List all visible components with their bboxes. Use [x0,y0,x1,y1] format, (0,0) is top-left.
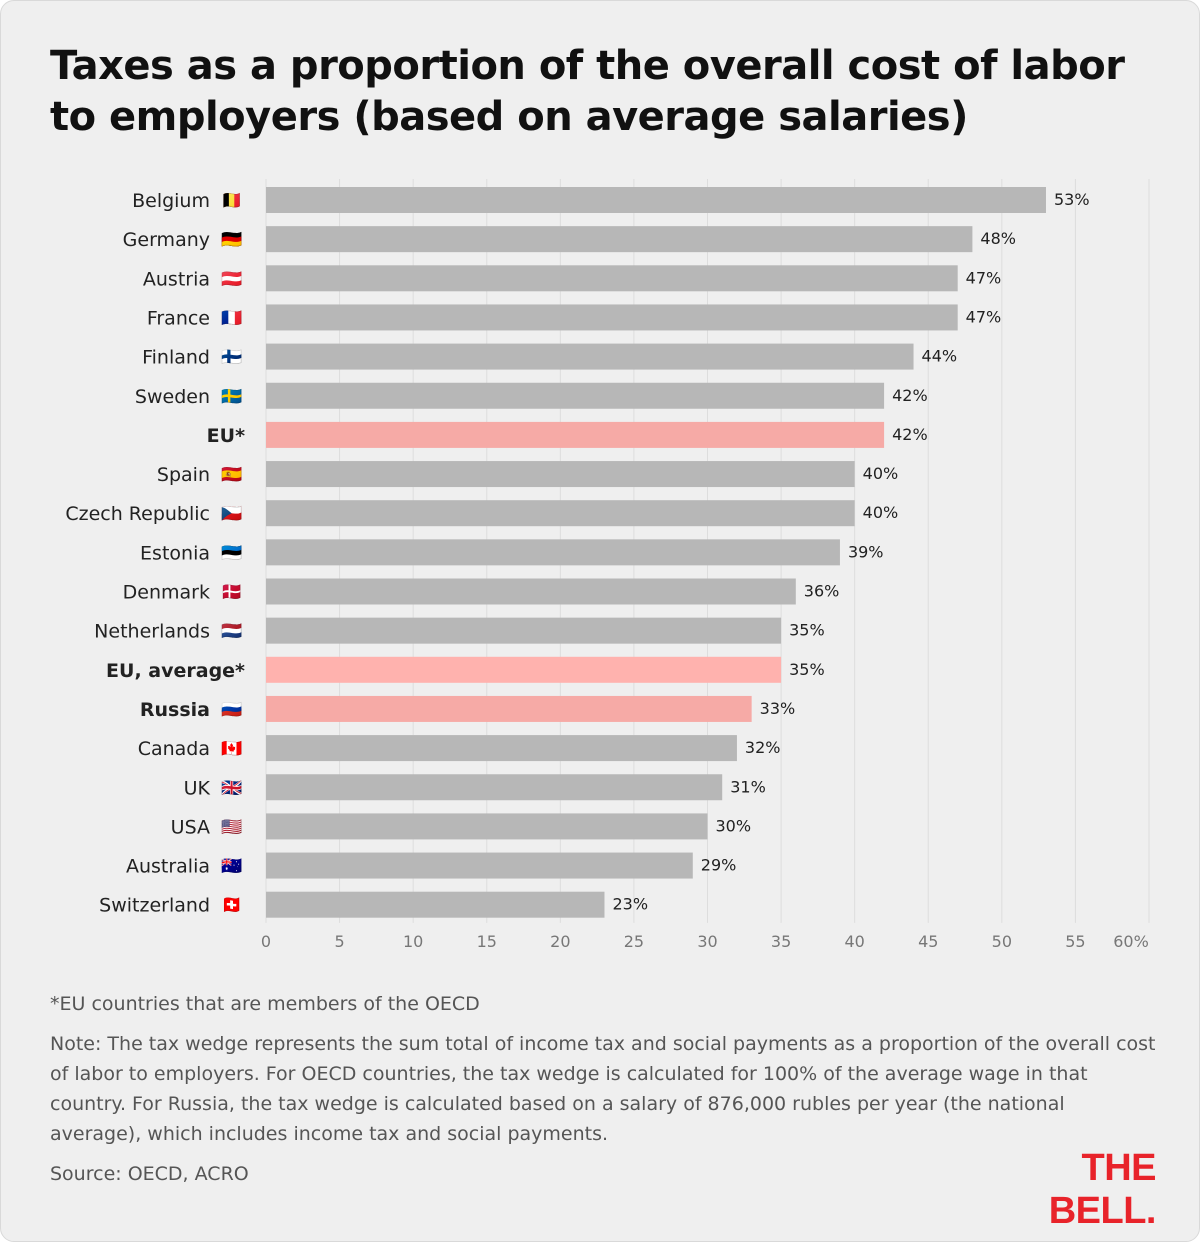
data-label: 35% [789,660,825,679]
data-label: 53% [1054,190,1090,209]
category-label: UK [184,777,211,799]
category-label: Netherlands [94,621,210,643]
category-label: Estonia [140,542,210,564]
flag-icon: 🇪🇪 [221,543,242,563]
bar [266,774,723,801]
bar [266,343,914,370]
data-label: 44% [922,347,958,366]
bar [266,226,973,253]
data-label: 39% [848,542,884,561]
flag-icon: 🇫🇷 [221,308,242,328]
x-tick-label: 55 [1065,932,1085,951]
bar [266,421,885,448]
category-label: France [147,307,210,329]
bar [266,187,1046,213]
category-label: EU, average* [106,660,245,682]
flag-icon: 🇷🇺 [221,700,242,720]
bar [266,617,782,644]
category-label: Finland [142,347,210,369]
bar [266,695,752,722]
flag-icon: 🇩🇰 [221,582,242,603]
x-tick-label: 50 [992,932,1012,951]
x-tick-label: 25 [624,932,644,951]
footnote: *EU countries that are members of the OE… [50,993,480,1015]
category-label: Czech Republic [65,503,210,525]
bar [266,265,958,292]
data-label: 47% [966,307,1002,326]
x-tick-label: 0 [261,932,271,951]
category-label: Australia [126,856,210,878]
data-label: 42% [892,386,928,405]
data-label: 42% [892,425,928,444]
bar [266,852,693,879]
flag-icon: 🇸🇪 [221,387,242,407]
category-label: Belgium [132,190,210,212]
category-label: Denmark [123,582,210,604]
x-tick-label: 60% [1113,932,1149,951]
flag-icon: 🇨🇭 [221,895,242,916]
x-tick-label: 10 [403,932,423,951]
x-tick-label: 45 [918,932,938,951]
category-label: Russia [140,699,210,721]
methodology-note: Note: The tax wedge represents the sum t… [50,1033,1156,1145]
bar [266,461,855,488]
bar-chart: 0 5 10 15 20 25 30 35 40 45 50 55 60% 53% Belgium 🇧🇪 48%… [65,179,1150,951]
bar [266,382,885,409]
bar [266,578,796,605]
flag-icon: 🇨🇦 [221,739,242,759]
bar [266,500,855,527]
data-label: 32% [745,738,781,757]
data-label: 30% [716,816,752,835]
category-label: Spain [157,464,210,486]
bar [266,539,840,566]
the-bell-logo: THE BELL. [1048,1147,1157,1232]
flag-icon: 🇬🇧 [221,778,242,798]
x-tick-label: 5 [334,932,344,951]
flag-icon: 🇨🇿 [221,504,242,524]
source-text: Source: OECD, ACRO [50,1163,249,1185]
data-label: 36% [804,582,840,601]
category-label: EU* [207,425,245,447]
x-tick-label: 40 [844,932,864,951]
category-label: Switzerland [99,895,210,917]
data-label: 33% [760,699,796,718]
x-tick-label: 30 [697,932,717,951]
flag-icon: 🇳🇱 [221,622,242,642]
data-label: 31% [730,777,766,796]
chart-title: Taxes as a proportion of the overall cos… [50,43,1125,140]
flag-icon: 🇧🇪 [221,190,242,211]
category-label: Sweden [135,386,210,408]
x-tick-label: 35 [771,932,791,951]
data-label: 47% [966,268,1002,287]
category-label: USA [171,816,210,838]
flag-icon: 🇪🇸 [221,465,242,485]
flag-icon: 🇩🇪 [221,230,242,250]
bar [266,735,737,762]
category-label: Germany [123,229,210,251]
flag-icon: 🇫🇮 [221,348,242,368]
flag-icon: 🇦🇺 [221,856,242,877]
data-label: 40% [863,503,899,522]
bar [266,656,782,683]
category-label: Austria [143,268,210,290]
x-tick-label: 20 [550,932,570,951]
flag-icon: 🇺🇸 [221,817,242,837]
category-label: Canada [138,738,210,760]
flag-icon: 🇦🇹 [221,269,242,289]
data-label: 23% [612,895,648,914]
bar [266,304,958,331]
x-tick-label: 15 [477,932,497,951]
bar [266,813,708,840]
data-label: 40% [863,464,899,483]
data-label: 48% [980,229,1016,248]
bar [266,891,605,918]
data-label: 35% [789,621,825,640]
data-label: 29% [701,856,737,875]
